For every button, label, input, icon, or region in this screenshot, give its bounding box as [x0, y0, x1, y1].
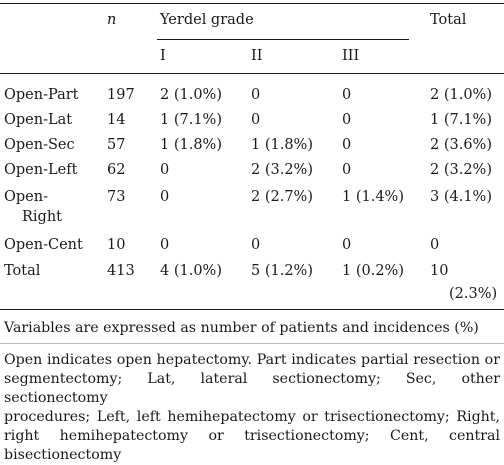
row-label: Open-Left [4, 162, 78, 178]
legend-line: bisectionectomy [4, 447, 122, 463]
cell-grade-1: 2 (1.0%) [160, 87, 222, 103]
row-label: Open-Cent [4, 237, 83, 253]
cell-grade-2: 5 (1.2%) [251, 263, 313, 279]
row-label-line-2: Right [22, 209, 63, 225]
bottom-rule [0, 309, 504, 310]
cell-n: 14 [107, 112, 126, 128]
cell-total: 2 (3.6%) [430, 137, 492, 153]
cell-grade-2: 0 [251, 87, 261, 103]
row-label: Open-Part [4, 87, 79, 103]
cell-grade-2: 0 [251, 237, 261, 253]
cell-total: 2 (1.0%) [430, 87, 492, 103]
cell-n: 62 [107, 162, 126, 178]
cell-grade-3: 0 [342, 237, 352, 253]
cell-total: 2 (3.2%) [430, 162, 492, 178]
legend-line: Open indicates open hepatectomy. Part in… [4, 352, 500, 368]
cell-grade-3: 0 [342, 137, 352, 153]
cell-n: 413 [107, 263, 135, 279]
col-header-yerdel-grade: Yerdel grade [160, 12, 254, 28]
cell-n: 73 [107, 189, 126, 205]
cell-total-line-1: 10 [430, 263, 449, 279]
col-header-grade-1: I [160, 48, 166, 64]
header-rule [0, 73, 504, 74]
cell-grade-3: 0 [342, 87, 352, 103]
cell-n: 197 [107, 87, 135, 103]
legend-line: segmentectomy; Lat, lateral sectionectom… [4, 371, 500, 406]
cell-grade-1: 0 [160, 189, 170, 205]
cell-grade-1: 4 (1.0%) [160, 263, 222, 279]
col-header-grade-3: III [342, 48, 360, 64]
col-header-n: n [107, 12, 117, 28]
cell-grade-3: 0 [342, 112, 352, 128]
abbreviation-legend: Open indicates open hepatectomy. Part in… [4, 351, 500, 465]
cell-grade-3: 0 [342, 162, 352, 178]
cell-n: 10 [107, 237, 126, 253]
variables-footnote: Variables are expressed as number of pat… [4, 320, 479, 336]
cell-grade-1: 0 [160, 162, 170, 178]
cell-grade-2: 2 (2.7%) [251, 189, 313, 205]
cell-total: 1 (7.1%) [430, 112, 492, 128]
top-rule [0, 3, 504, 4]
cell-grade-2: 1 (1.8%) [251, 137, 313, 153]
cell-grade-1: 1 (7.1%) [160, 112, 222, 128]
cell-total: 3 (4.1%) [430, 189, 492, 205]
cell-total: 0 [430, 237, 440, 253]
col-header-total: Total [430, 12, 467, 28]
cell-n: 57 [107, 137, 126, 153]
cell-grade-1: 1 (1.8%) [160, 137, 222, 153]
cell-grade-3: 1 (1.4%) [342, 189, 404, 205]
row-label: Total [4, 263, 41, 279]
yerdel-underline [157, 39, 409, 40]
row-label: Open-Lat [4, 112, 73, 128]
cell-grade-2: 0 [251, 112, 261, 128]
cell-grade-2: 2 (3.2%) [251, 162, 313, 178]
row-label: Open-Sec [4, 137, 75, 153]
cell-grade-1: 0 [160, 237, 170, 253]
cell-total-line-2: (2.3%) [449, 286, 498, 302]
row-label-line-1: Open- [4, 189, 48, 205]
legend-line: procedures; Left, left hemihepatectomy o… [4, 409, 500, 425]
col-header-grade-2: II [251, 48, 263, 64]
footnote-divider [0, 343, 504, 344]
cell-grade-3: 1 (0.2%) [342, 263, 404, 279]
legend-line: right hemihepatectomy or trisectionectom… [4, 428, 500, 444]
